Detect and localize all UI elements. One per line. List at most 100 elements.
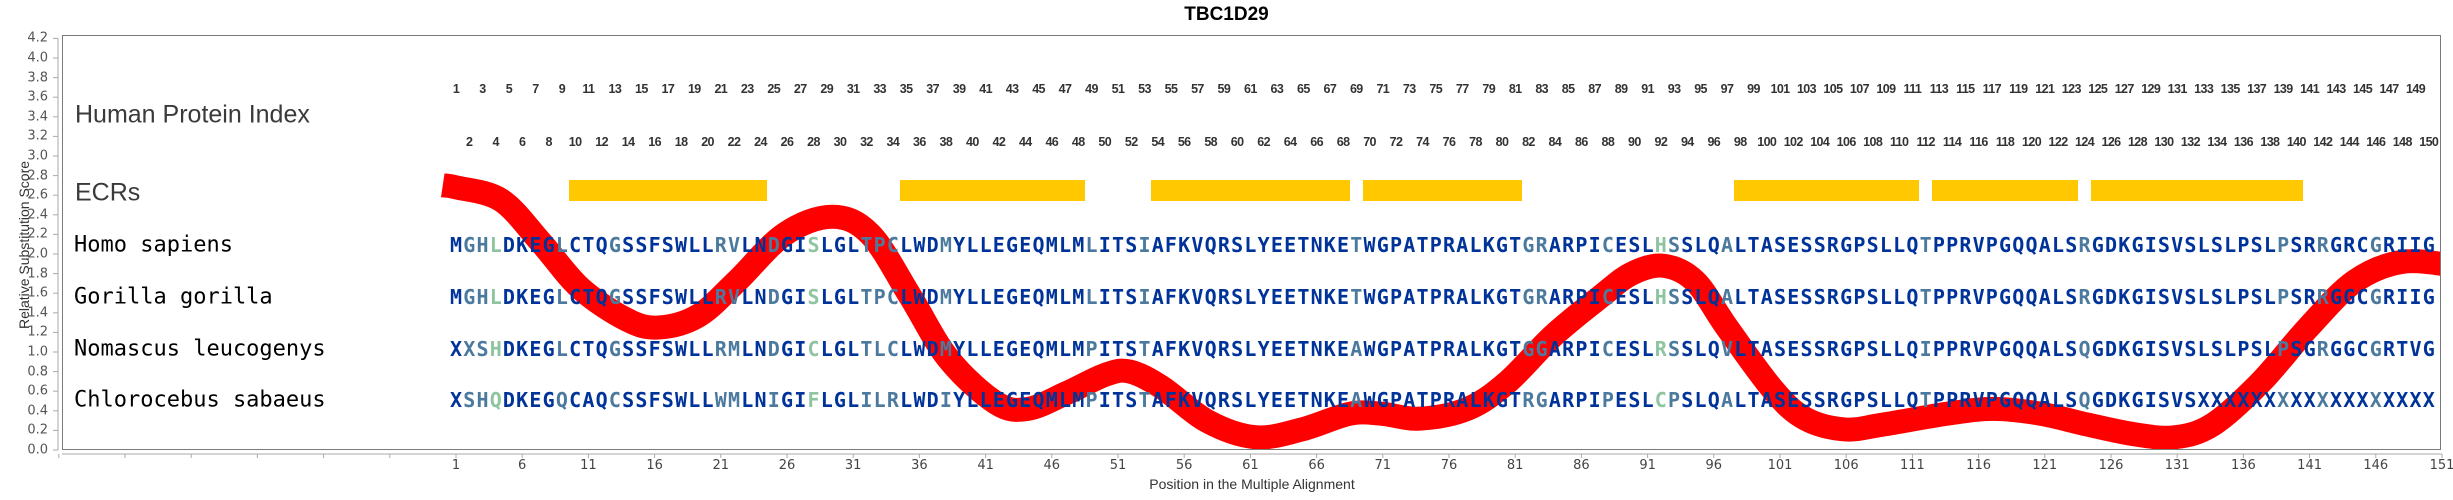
residue: C	[2356, 233, 2369, 257]
protein-index-number: 114	[1942, 135, 1962, 149]
residue: R	[1217, 337, 1230, 361]
protein-index-number: 32	[860, 135, 873, 149]
residue: E	[1019, 233, 1032, 257]
residue: F	[1164, 388, 1177, 412]
protein-index-number: 116	[1969, 135, 1988, 149]
residue: L	[741, 285, 754, 309]
residue: S	[635, 233, 648, 257]
residue: S	[1125, 388, 1138, 412]
residue: E	[529, 388, 542, 412]
residue: P	[1429, 285, 1442, 309]
residue: G	[2091, 233, 2104, 257]
residue: K	[1323, 233, 1336, 257]
residue: Y	[1257, 337, 1270, 361]
residue: K	[2118, 233, 2131, 257]
protein-index-number: 6	[519, 135, 526, 149]
protein-index-number: 45	[1032, 82, 1045, 96]
residue: X	[2356, 388, 2369, 412]
residue: Q	[2078, 388, 2091, 412]
residue: W	[913, 285, 926, 309]
residue: M	[449, 233, 463, 257]
protein-index-number: 140	[2286, 135, 2307, 149]
protein-index-number: 117	[1982, 82, 2002, 96]
residue: W	[1363, 388, 1376, 412]
residue: G	[833, 233, 846, 257]
residue: G	[1495, 337, 1508, 361]
residue: L	[1694, 285, 1707, 309]
y-tick-label: 3.6	[27, 89, 48, 105]
protein-index-number: 64	[1283, 135, 1297, 149]
residue: E	[1787, 388, 1800, 412]
protein-index-number: 105	[1823, 82, 1843, 96]
residue: E	[1019, 285, 1032, 309]
residue: C	[608, 388, 621, 412]
residue: P	[1853, 337, 1866, 361]
residue: D	[502, 285, 515, 309]
protein-index-number: 15	[635, 82, 648, 96]
protein-index-number: 85	[1561, 82, 1575, 96]
residue: Q	[1032, 233, 1045, 257]
protein-index-number: 107	[1849, 82, 1870, 96]
residue: S	[1773, 285, 1787, 309]
residue: L	[979, 285, 992, 309]
residue: X	[2383, 388, 2396, 412]
protein-index-number: 60	[1230, 135, 1244, 149]
residue: G	[542, 337, 555, 361]
protein-index-number: 137	[2247, 82, 2267, 96]
protein-index-number: 12	[595, 135, 608, 149]
residue: S	[1813, 233, 1826, 257]
y-tick-label: 0.6	[27, 383, 48, 399]
residue: Q	[1032, 388, 1045, 412]
residue: I	[860, 388, 873, 412]
residue: K	[516, 388, 529, 412]
residue: A	[1350, 337, 1363, 361]
protein-index-number: 111	[1903, 82, 1922, 96]
protein-index-number: 71	[1376, 82, 1390, 96]
residue: E	[1284, 337, 1297, 361]
protein-index-number: 136	[2233, 135, 2254, 149]
residue: L	[847, 233, 860, 257]
residue: E	[1615, 285, 1628, 309]
residue: I	[2144, 337, 2157, 361]
residue: G	[1522, 233, 1535, 257]
protein-index-number: 66	[1310, 135, 1323, 149]
x-tick-label: 91	[1639, 458, 1656, 473]
residue: M	[1045, 337, 1058, 361]
residue: P	[1575, 337, 1588, 361]
residue: K	[2118, 337, 2131, 361]
residue: T	[1919, 388, 1932, 412]
residue: X	[2250, 388, 2263, 412]
residue: M	[1045, 388, 1058, 412]
protein-index-number: 9	[558, 82, 566, 96]
x-tick-label: 126	[2098, 458, 2124, 473]
y-tick-label: 1.2	[27, 324, 48, 340]
residue: G	[1840, 388, 1853, 412]
residue: R	[1522, 388, 1535, 412]
residue: P	[1575, 233, 1588, 257]
residue: L	[2263, 233, 2276, 257]
residue: A	[1548, 388, 1561, 412]
residue: P	[1985, 285, 1998, 309]
residue: C	[886, 285, 899, 309]
residue: L	[1469, 285, 1482, 309]
residue: L	[1641, 388, 1654, 412]
residue: G	[542, 233, 555, 257]
residue: I	[1098, 388, 1111, 412]
residue: X	[463, 337, 476, 361]
residue: S	[2184, 233, 2197, 257]
residue: L	[1059, 233, 1072, 257]
residue: L	[820, 233, 833, 257]
y-tick-label: 2.2	[27, 226, 48, 242]
residue: P	[1946, 285, 1959, 309]
ecr-bar	[1733, 180, 1920, 201]
residue: G	[2330, 337, 2343, 361]
residue: G	[1495, 233, 1508, 257]
residue: P	[1429, 388, 1442, 412]
residue: R	[1959, 285, 1972, 309]
residue: T	[1509, 388, 1522, 412]
residue: L	[847, 388, 860, 412]
residue: E	[1615, 388, 1628, 412]
protein-index-number: 92	[1654, 135, 1668, 149]
residue: E	[992, 337, 1005, 361]
residue: K	[2118, 285, 2131, 309]
